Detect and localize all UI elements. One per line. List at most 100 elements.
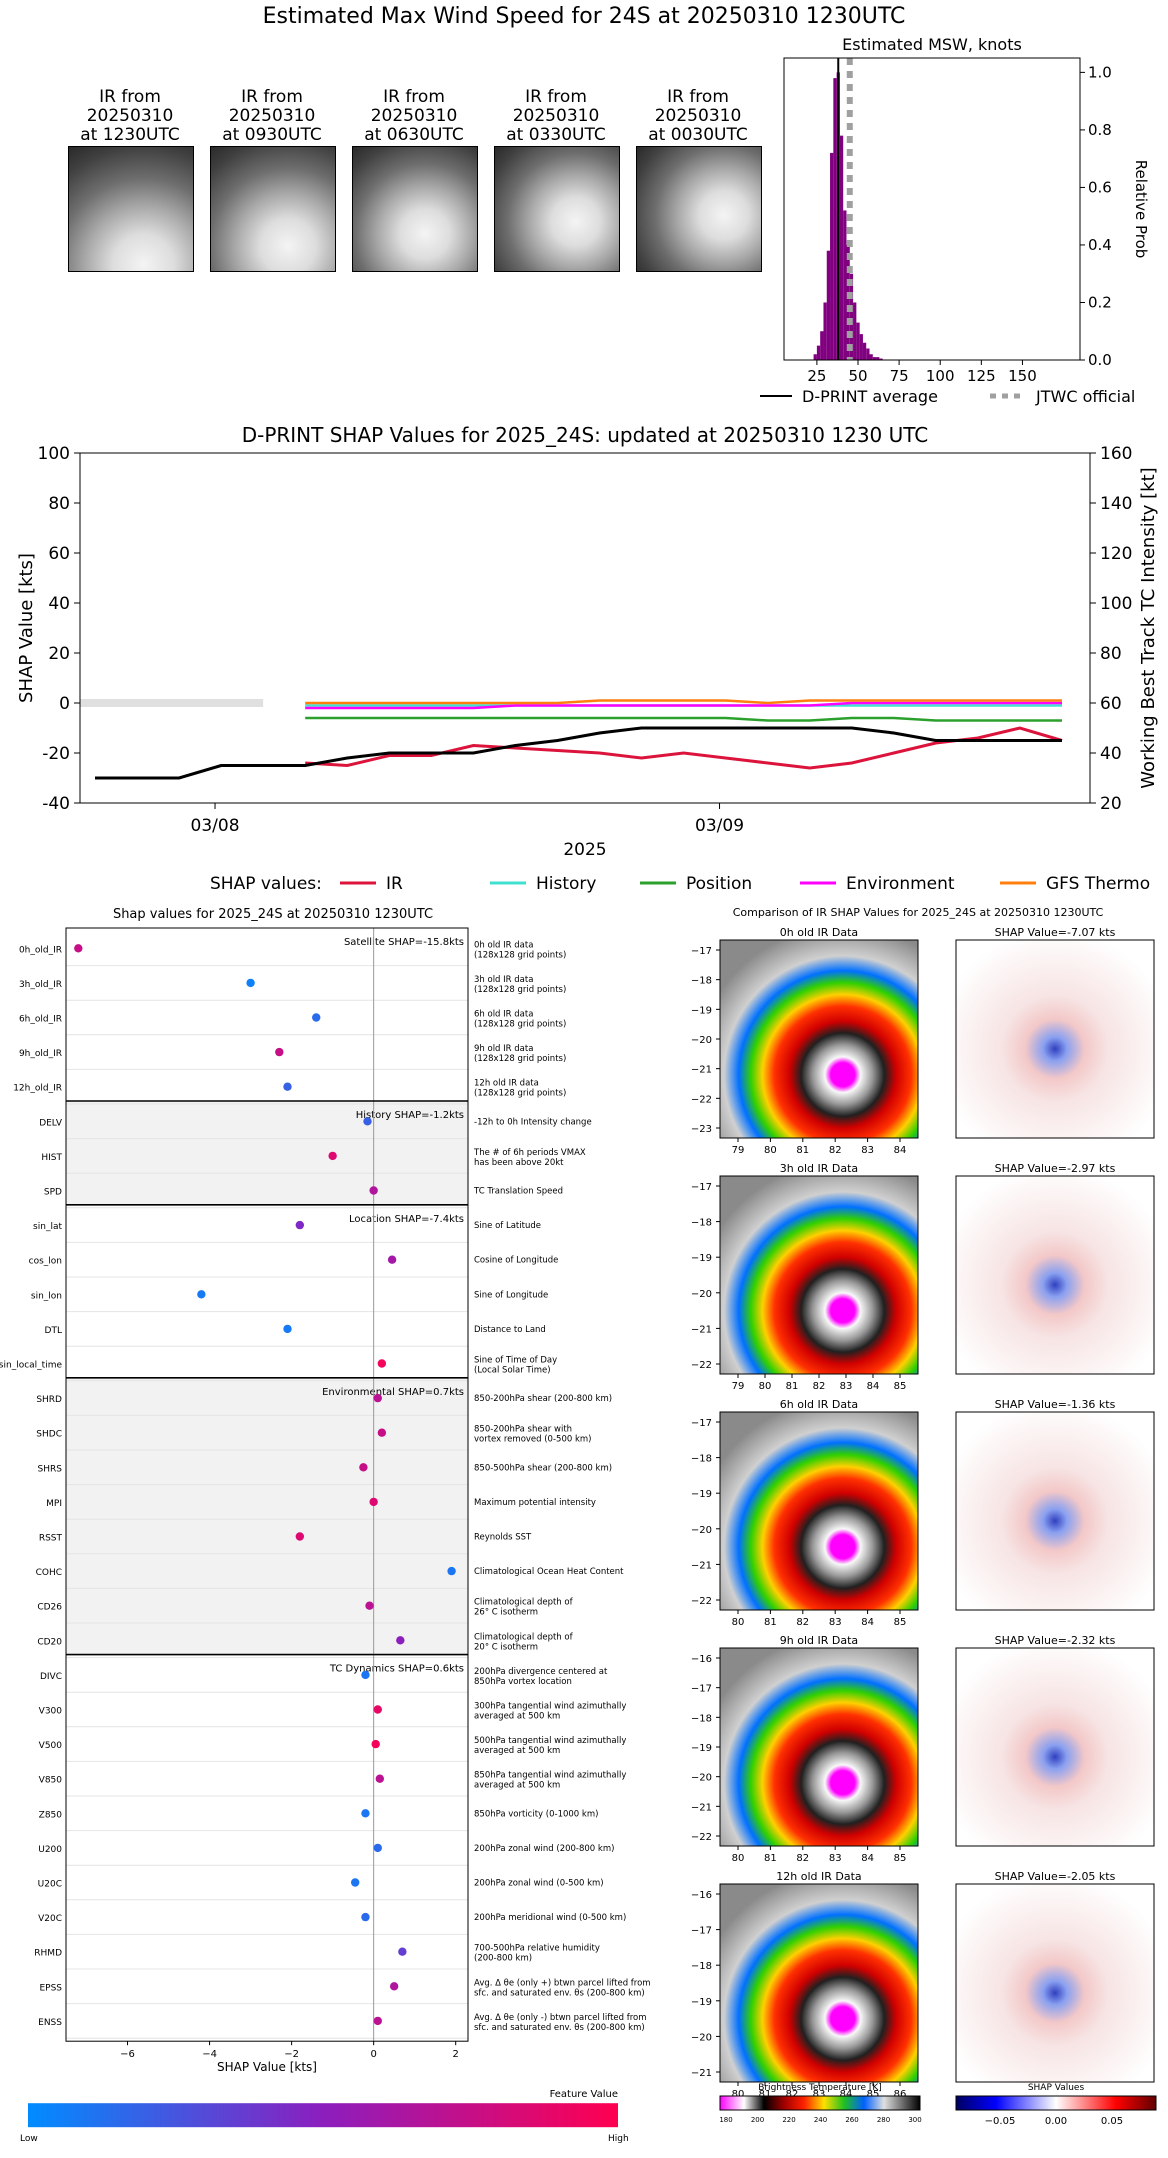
ir-x-tick-label: 82 [796, 1617, 809, 1628]
ir-y-tick-label: −22 [691, 1832, 712, 1843]
feature-desc-line2: (Local Solar Time) [474, 1366, 551, 1376]
feature-shap-dot [350, 1878, 360, 1887]
feature-desc-line1: 850-200hPa shear (200-800 km) [474, 1394, 612, 1404]
ir-thumbnail-label-line: at 0930UTC [222, 125, 322, 145]
feature-shap-dot [369, 1497, 378, 1507]
ir-thumbnail-image [68, 146, 194, 272]
hist-bar [826, 250, 831, 360]
feature-group-label: Satellite SHAP=-15.8kts [344, 937, 464, 948]
hist-bar [849, 273, 854, 360]
hist-bar [876, 357, 880, 360]
feature-xlabel: SHAP Value [kts] [217, 2060, 317, 2074]
feature-name: 0h_old_IR [19, 945, 62, 955]
ir-x-tick-label: 84 [840, 2089, 853, 2100]
feature-shap-dot [365, 1601, 374, 1610]
hist-ylabel: Relative Prob [1132, 160, 1150, 259]
feature-name: RSST [39, 1534, 63, 1544]
feature-shap-dot [396, 1636, 405, 1645]
ir-comparison-panel: Comparison of IR SHAP Values for 2025_24… [691, 906, 1157, 2127]
feature-cbar-title: Feature Value [550, 2089, 618, 2100]
feature-name: V20C [38, 1914, 62, 1924]
ir-thumbnail-label-line: IR from [525, 87, 587, 107]
ts-y-tick-label: -20 [42, 744, 70, 764]
ir-x-tick-label: 85 [894, 1617, 907, 1628]
feature-cbar-low: Low [20, 2134, 38, 2144]
feature-name: CD20 [37, 1637, 62, 1647]
ir-x-tick-label: 80 [732, 2089, 745, 2100]
ir-x-tick-label: 81 [796, 1145, 809, 1156]
shap-panel-label: SHAP Value=-2.05 kts [995, 1870, 1116, 1883]
bt-cbar-tick: 220 [782, 2116, 795, 2124]
ir-y-tick-label: −19 [691, 1997, 712, 2008]
feature-group-label: TC Dynamics SHAP=0.6kts [329, 1664, 464, 1675]
feature-desc-line1: Sine of Time of Day [474, 1356, 557, 1366]
feature-shap-dot [312, 1013, 321, 1022]
ir-thumbnail-label-line: 20250310 [370, 106, 458, 126]
feature-desc-line1: 500hPa tangential wind azimuthally [474, 1736, 626, 1746]
shap-cbar-tick: 0.05 [1101, 2116, 1123, 2127]
hist-bar [823, 302, 827, 360]
bt-cbar-tick: 240 [814, 2116, 827, 2124]
feature-shap-dot [295, 1220, 305, 1230]
ir-x-tick-label: 84 [894, 1145, 907, 1156]
feature-name: DTL [45, 1326, 62, 1336]
feature-shap-panel: Shap values for 2025_24S at 20250310 123… [0, 907, 651, 2144]
hist-x-tick-label: 125 [967, 367, 996, 385]
ir-thumbnail-label-line: at 0030UTC [648, 125, 748, 145]
ir-x-tick-label: 85 [894, 1853, 907, 1864]
feature-name: 3h_old_IR [19, 980, 62, 990]
feature-desc-line2: (128x128 grid points) [474, 1054, 566, 1064]
ir-thumbnail-image [352, 146, 478, 272]
ir-thumbnail-label-line: 20250310 [86, 106, 174, 126]
ir-y-tick-label: −17 [691, 1418, 712, 1429]
hist-y-tick-label: 0.6 [1088, 178, 1112, 196]
feature-shap-dot [283, 1324, 292, 1334]
ir-y-tick-label: −20 [691, 1035, 712, 1046]
ir-y-tick-label: −18 [691, 1713, 712, 1724]
hist-x-tick-label: 150 [1008, 367, 1037, 385]
ts-yr-tick-label: 100 [1100, 594, 1132, 614]
feature-name: DELV [39, 1118, 63, 1128]
ts-yr-tick-label: 80 [1100, 644, 1122, 664]
ir-y-tick-label: −18 [691, 976, 712, 987]
feature-name: MPI [46, 1499, 62, 1509]
ir-y-tick-label: −21 [691, 1065, 712, 1076]
hist-y-tick-label: 0.4 [1088, 236, 1112, 254]
ts-series-line [305, 716, 1062, 722]
ir-x-tick-label: 81 [759, 2089, 772, 2100]
ts-yr-tick-label: 140 [1100, 494, 1132, 514]
feature-name: U20C [38, 1880, 62, 1890]
feature-desc-line1: 850-200hPa shear with [474, 1425, 572, 1435]
feature-name: SHRS [38, 1464, 63, 1474]
shap-cbar [955, 2095, 1157, 2111]
ir-y-tick-label: −19 [691, 1743, 712, 1754]
feature-shap-dot [373, 1843, 382, 1853]
feature-shap-dot [377, 1359, 387, 1368]
hist-bar [839, 135, 844, 360]
ts-spinup-band [80, 699, 264, 707]
feature-shap-dot [387, 1255, 397, 1264]
ir-panel-image [719, 1883, 919, 2083]
feature-x-tick-label: −4 [202, 2049, 217, 2060]
feature-name: DIVC [40, 1672, 62, 1682]
feature-name: ENSS [38, 2018, 62, 2028]
ir-y-tick-label: −20 [691, 1525, 712, 1536]
ir-y-tick-label: −17 [691, 1926, 712, 1937]
ts-legend-label: Position [686, 874, 752, 894]
feature-shap-dot [361, 1670, 370, 1680]
feature-group-band [66, 1204, 468, 1378]
feature-desc-line2: (128x128 grid points) [474, 950, 566, 960]
feature-shap-dot [246, 978, 255, 988]
ir-thumbnail-label-line: at 1230UTC [80, 125, 180, 145]
ir-x-tick-label: 86 [894, 2089, 907, 2100]
hist-x-tick-label: 75 [890, 367, 909, 385]
ir-panel-label: 12h old IR Data [776, 1870, 861, 1883]
feature-group-band [66, 1101, 468, 1205]
legend-jtwc-label: JTWC official [1035, 387, 1135, 406]
ir-panel-label: 6h old IR Data [780, 1398, 858, 1411]
feature-desc-line2: averaged at 500 km [474, 1746, 560, 1756]
feature-shap-dot [373, 1393, 382, 1403]
shap-panel-label: SHAP Value=-7.07 kts [995, 926, 1116, 939]
bt-cbar-tick: 300 [908, 2116, 921, 2124]
feature-desc-line1: Distance to Land [474, 1325, 546, 1335]
